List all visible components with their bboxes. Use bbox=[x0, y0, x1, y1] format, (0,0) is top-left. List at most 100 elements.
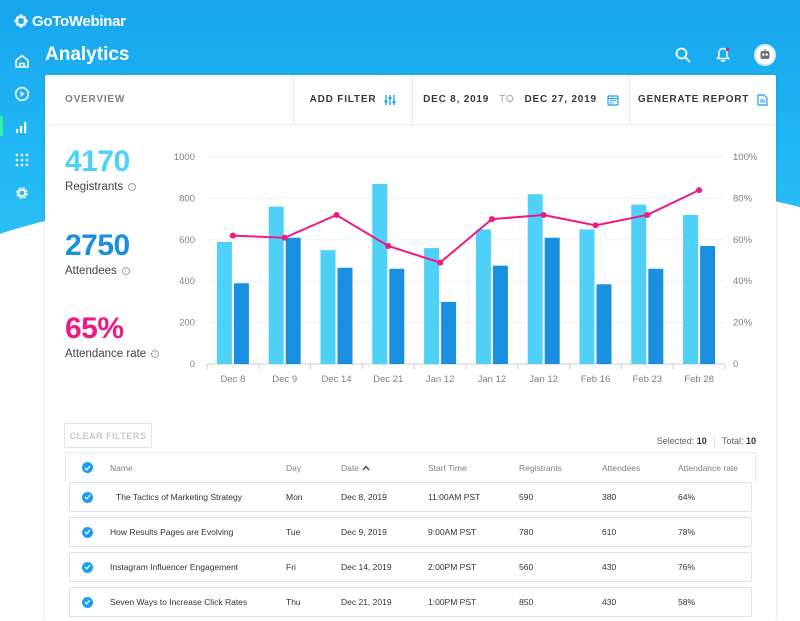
row-date: Dec 8, 2019 bbox=[341, 492, 387, 502]
col-registrants[interactable]: Registrants bbox=[519, 462, 562, 473]
col-start-time[interactable]: Start Time bbox=[428, 462, 467, 473]
bar-registrants[interactable] bbox=[424, 248, 440, 364]
attendees-label: Attendees bbox=[65, 265, 117, 277]
table-row[interactable]: The Tactics of Marketing Strategy Mon Dec … bbox=[69, 482, 752, 512]
info-icon[interactable]: i bbox=[128, 183, 137, 191]
attendance-rate-point[interactable] bbox=[281, 234, 288, 241]
bar-registrants[interactable] bbox=[579, 229, 595, 364]
attendees-value: 2750 bbox=[65, 229, 130, 262]
row-start-time: 1:00PM PST bbox=[428, 597, 477, 607]
bar-attendees[interactable] bbox=[285, 237, 301, 364]
nav-home[interactable] bbox=[0, 44, 44, 77]
search-icon[interactable] bbox=[674, 46, 692, 64]
add-filter-label: ADD FILTER bbox=[309, 94, 377, 105]
row-checkbox[interactable] bbox=[82, 483, 93, 511]
bar-attendees[interactable] bbox=[648, 268, 664, 364]
date-to-label: TO bbox=[499, 94, 515, 105]
bar-attendees[interactable] bbox=[700, 246, 716, 364]
col-attendance-rate[interactable]: Attendance rate bbox=[678, 462, 739, 473]
bar-attendees[interactable] bbox=[337, 267, 353, 364]
row-checkbox[interactable] bbox=[82, 518, 93, 546]
x-tick-label: Dec 8 bbox=[220, 374, 245, 385]
nav-settings[interactable] bbox=[0, 176, 44, 209]
calendar-icon bbox=[607, 94, 619, 106]
col-name[interactable]: Name bbox=[110, 462, 133, 473]
bar-attendees[interactable] bbox=[596, 284, 612, 364]
col-attendees[interactable]: Attendees bbox=[602, 462, 641, 473]
attendance-rate-point[interactable] bbox=[644, 211, 651, 218]
attendance-rate-point[interactable] bbox=[540, 211, 547, 218]
right-tick-label: 100% bbox=[733, 152, 758, 163]
row-attendees: 380 bbox=[602, 492, 617, 502]
row-registrants: 560 bbox=[519, 562, 534, 572]
bar-attendees[interactable] bbox=[441, 301, 457, 364]
check-icon bbox=[84, 529, 91, 535]
check-icon bbox=[84, 494, 91, 500]
stat-registrants: 4170 Registrants i bbox=[65, 145, 137, 193]
bar-registrants[interactable] bbox=[216, 241, 232, 364]
analytics-card: OVERVIEW ADD FILTER DEC 8, 2019 TO DEC 2… bbox=[45, 74, 776, 621]
right-tick-label: 0 bbox=[733, 359, 738, 370]
row-name: Instagram Influencer Engagement bbox=[110, 562, 239, 572]
x-tick-label: Jan 12 bbox=[478, 374, 507, 385]
registrants-value: 4170 bbox=[65, 145, 130, 178]
brand-logo[interactable]: GoToWebinar bbox=[14, 12, 126, 30]
filter-sliders-icon bbox=[384, 94, 396, 105]
right-tick-label: 20% bbox=[733, 318, 753, 329]
generate-report-label: GENERATE REPORT bbox=[637, 94, 750, 105]
bar-attendees[interactable] bbox=[389, 268, 405, 364]
row-checkbox[interactable] bbox=[82, 588, 93, 616]
robot-avatar-icon bbox=[760, 49, 770, 59]
bar-registrants[interactable] bbox=[475, 229, 491, 364]
table-row[interactable]: Seven Ways to Increase Click Rates Thu Dec… bbox=[69, 587, 752, 617]
bar-attendees[interactable] bbox=[492, 265, 508, 364]
apps-grid-icon bbox=[15, 153, 29, 166]
row-attendees: 430 bbox=[602, 597, 617, 607]
attendance-rate-point[interactable] bbox=[437, 259, 444, 266]
select-all-checkbox[interactable] bbox=[82, 453, 93, 482]
user-avatar[interactable] bbox=[754, 44, 776, 66]
date-range-picker[interactable]: DEC 8, 2019 TO DEC 27, 2019 bbox=[413, 94, 629, 106]
table-row[interactable]: How Results Pages are Evolving Tue Dec 9, … bbox=[69, 517, 752, 547]
x-tick-label: Dec 21 bbox=[373, 374, 403, 385]
attendance-rate-point[interactable] bbox=[696, 187, 703, 194]
bar-registrants[interactable] bbox=[268, 206, 284, 364]
bar-registrants[interactable] bbox=[372, 183, 388, 364]
nav-webinars[interactable] bbox=[0, 77, 44, 110]
bar-registrants[interactable] bbox=[683, 214, 699, 364]
row-attendance-rate: 76% bbox=[678, 562, 696, 572]
generate-report-button[interactable]: GENERATE REPORT bbox=[630, 93, 776, 106]
col-day[interactable]: Day bbox=[286, 462, 302, 473]
attendance-rate-point[interactable] bbox=[229, 232, 236, 239]
attendance-rate-label-row: Attendance rate i bbox=[65, 348, 160, 360]
attendance-rate-value: 65% bbox=[65, 312, 124, 345]
row-date: Dec 21, 2019 bbox=[341, 597, 392, 607]
table-row[interactable]: Instagram Influencer Engagement Fri Dec 14… bbox=[69, 552, 752, 582]
bar-registrants[interactable] bbox=[631, 204, 647, 364]
left-tick-label: 200 bbox=[179, 318, 195, 329]
info-icon[interactable]: i bbox=[151, 350, 160, 358]
notifications-bell-icon[interactable] bbox=[714, 46, 732, 64]
bar-attendees[interactable] bbox=[233, 283, 249, 364]
check-icon bbox=[84, 564, 91, 570]
add-filter-button[interactable]: ADD FILTER bbox=[294, 94, 412, 106]
info-icon[interactable]: i bbox=[121, 267, 130, 275]
row-checkbox[interactable] bbox=[82, 553, 93, 581]
bar-attendees[interactable] bbox=[544, 237, 560, 364]
nav-analytics[interactable] bbox=[0, 110, 44, 143]
nav-apps[interactable] bbox=[0, 143, 44, 176]
x-tick-label: Feb 16 bbox=[581, 374, 611, 385]
attendance-rate-point[interactable] bbox=[333, 211, 340, 218]
bar-registrants[interactable] bbox=[527, 194, 543, 364]
attendance-rate-point[interactable] bbox=[385, 243, 392, 250]
row-start-time: 9:00AM PST bbox=[428, 527, 477, 537]
row-registrants: 780 bbox=[519, 527, 534, 537]
col-date[interactable]: Date bbox=[341, 453, 370, 482]
bar-registrants[interactable] bbox=[320, 250, 336, 364]
toolbar-divider bbox=[293, 74, 294, 125]
overview-label: OVERVIEW bbox=[65, 94, 126, 105]
attendance-rate-point[interactable] bbox=[488, 216, 495, 223]
attendance-rate-point[interactable] bbox=[592, 222, 599, 229]
row-attendance-rate: 58% bbox=[678, 597, 696, 607]
clear-filters-button[interactable]: CLEAR FILTERS bbox=[64, 423, 152, 448]
